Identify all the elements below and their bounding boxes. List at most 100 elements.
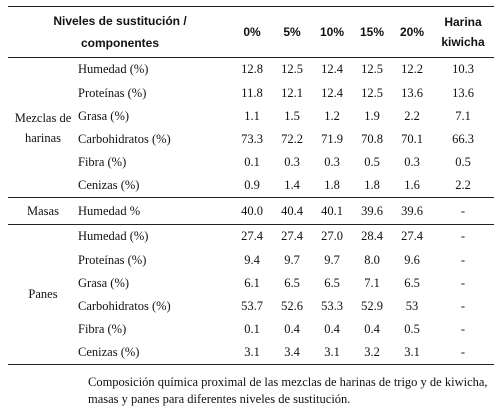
cell-value: 53.3 xyxy=(321,299,343,314)
cell-value: 6.5 xyxy=(284,275,300,290)
cell-value: 52.9 xyxy=(361,299,383,314)
cell-value: 1.1 xyxy=(244,108,260,123)
cell-value: 0.4 xyxy=(364,322,380,337)
cell-value: 7.1 xyxy=(364,275,380,290)
cell-value: 12.1 xyxy=(281,85,303,100)
cell-value: 40.4 xyxy=(281,203,303,218)
cell-value: 27.4 xyxy=(281,229,303,244)
cell-value: 39.6 xyxy=(361,203,383,218)
group-label-mezclas-line2: harinas xyxy=(24,130,62,145)
cell-value: 12.8 xyxy=(241,62,263,77)
header-level: 10% xyxy=(319,25,345,39)
cell-value: 1.5 xyxy=(284,108,300,123)
cell-value: 1.4 xyxy=(284,178,300,193)
cell-value: - xyxy=(460,299,466,314)
group-label-masas: Masas xyxy=(27,203,59,218)
group-label-mezclas: Mezclas de harinas xyxy=(8,58,78,198)
cell-value: 0.1 xyxy=(244,155,260,170)
cell-value: 1.8 xyxy=(364,178,380,193)
cell-value: 0.4 xyxy=(284,322,300,337)
component-name: Proteínas (%) xyxy=(78,252,147,267)
cell-value: 13.6 xyxy=(452,85,474,100)
cell-value: 0.4 xyxy=(324,322,340,337)
cell-value: 73.3 xyxy=(241,131,263,146)
cell-value: 3.1 xyxy=(244,345,260,360)
cell-value: 12.5 xyxy=(281,62,303,77)
cell-value: 1.9 xyxy=(364,108,380,123)
cell-value: 70.8 xyxy=(361,131,383,146)
cell-value: - xyxy=(460,252,466,267)
component-name: Grasa (%) xyxy=(78,275,130,290)
component-name: Carbohidratos (%) xyxy=(78,299,171,314)
table-header-row: Niveles de sustitución / componentes 0% … xyxy=(8,6,494,58)
cell-value: 53 xyxy=(405,299,419,314)
cell-value: 0.3 xyxy=(284,155,300,170)
table-row: Panes Humedad (%) 27.4 27.4 27.0 28.4 27… xyxy=(8,224,494,301)
cell-value: 28.4 xyxy=(361,229,383,244)
cell-value: 2.2 xyxy=(455,178,471,193)
cell-value: - xyxy=(460,322,466,337)
cell-value: 0.5 xyxy=(455,155,471,170)
cell-value: 3.4 xyxy=(284,345,300,360)
cell-value: 0.3 xyxy=(404,155,420,170)
cell-value: 13.6 xyxy=(401,85,423,100)
cell-value: 40.0 xyxy=(241,203,263,218)
cell-value: 1.8 xyxy=(324,178,340,193)
table-row: Proteínas (%) 9.4 9.7 9.7 8.0 9.6 - xyxy=(8,248,494,271)
cell-value: 0.9 xyxy=(244,178,260,193)
component-name: Cenizas (%) xyxy=(78,178,140,193)
header-label: Niveles de sustitución / componentes xyxy=(8,7,232,58)
component-name: Humedad (%) xyxy=(78,62,149,77)
component-name: Humedad % xyxy=(78,203,141,218)
table-row: Grasa (%) 6.1 6.5 6.5 7.1 6.5 - xyxy=(8,272,494,295)
header-kiwicha-line2: kiwicha xyxy=(441,35,485,49)
table-row: Proteínas (%) 11.8 12.1 12.4 12.5 13.6 1… xyxy=(8,81,494,104)
header-level: 20% xyxy=(399,25,425,39)
header-kiwicha-line1: Harina xyxy=(444,15,482,29)
header-level: 5% xyxy=(283,25,301,39)
cell-value: 66.3 xyxy=(452,131,474,146)
cell-value: 0.1 xyxy=(244,322,260,337)
component-name: Humedad (%) xyxy=(78,229,149,244)
cell-value: 2.2 xyxy=(404,108,420,123)
cell-value: 70.1 xyxy=(401,131,423,146)
component-name: Carbohidratos (%) xyxy=(78,131,171,146)
cell-value: 12.4 xyxy=(321,85,343,100)
component-name: Cenizas (%) xyxy=(78,345,140,360)
group-label-mezclas-line1: Mezclas de xyxy=(14,110,72,125)
cell-value: 53.7 xyxy=(241,299,263,314)
cell-value: 0.5 xyxy=(404,322,420,337)
cell-value: 7.1 xyxy=(455,108,471,123)
cell-value: 27.0 xyxy=(321,229,343,244)
cell-value: 27.4 xyxy=(401,229,423,244)
table-row: Grasa (%) 1.1 1.5 1.2 1.9 2.2 7.1 xyxy=(8,104,494,127)
cell-value: 12.2 xyxy=(401,62,423,77)
cell-value: 71.9 xyxy=(321,131,343,146)
table-row: Carbohidratos (%) 53.7 52.6 53.3 52.9 53… xyxy=(8,295,494,318)
cell-value: 1.6 xyxy=(404,178,420,193)
cell-value: 9.7 xyxy=(324,252,340,267)
table-row: Cenizas (%) 0.9 1.4 1.8 1.8 1.6 2.2 xyxy=(8,174,494,198)
cell-value: - xyxy=(460,275,466,290)
cell-value: 27.4 xyxy=(241,229,263,244)
cell-value: 72.2 xyxy=(281,131,303,146)
header-level: 0% xyxy=(243,25,261,39)
cell-value: 10.3 xyxy=(452,62,474,77)
cell-value: 3.1 xyxy=(324,345,340,360)
header-kiwicha: Harina kiwicha xyxy=(432,7,494,58)
composition-table: Niveles de sustitución / componentes 0% … xyxy=(8,6,494,365)
cell-value: 11.8 xyxy=(241,85,263,100)
cell-value: 9.6 xyxy=(404,252,420,267)
cell-value: 12.5 xyxy=(361,85,383,100)
cell-value: 3.1 xyxy=(404,345,420,360)
cell-value: 12.5 xyxy=(361,62,383,77)
table-row: Fibra (%) 0.1 0.4 0.4 0.4 0.5 - xyxy=(8,318,494,341)
cell-value: 52.6 xyxy=(281,299,303,314)
cell-value: 6.1 xyxy=(244,275,260,290)
header-level: 15% xyxy=(359,25,385,39)
cell-value: 3.2 xyxy=(364,345,380,360)
cell-value: 6.5 xyxy=(404,275,420,290)
component-name: Proteínas (%) xyxy=(78,85,147,100)
cell-value: 1.2 xyxy=(324,108,340,123)
